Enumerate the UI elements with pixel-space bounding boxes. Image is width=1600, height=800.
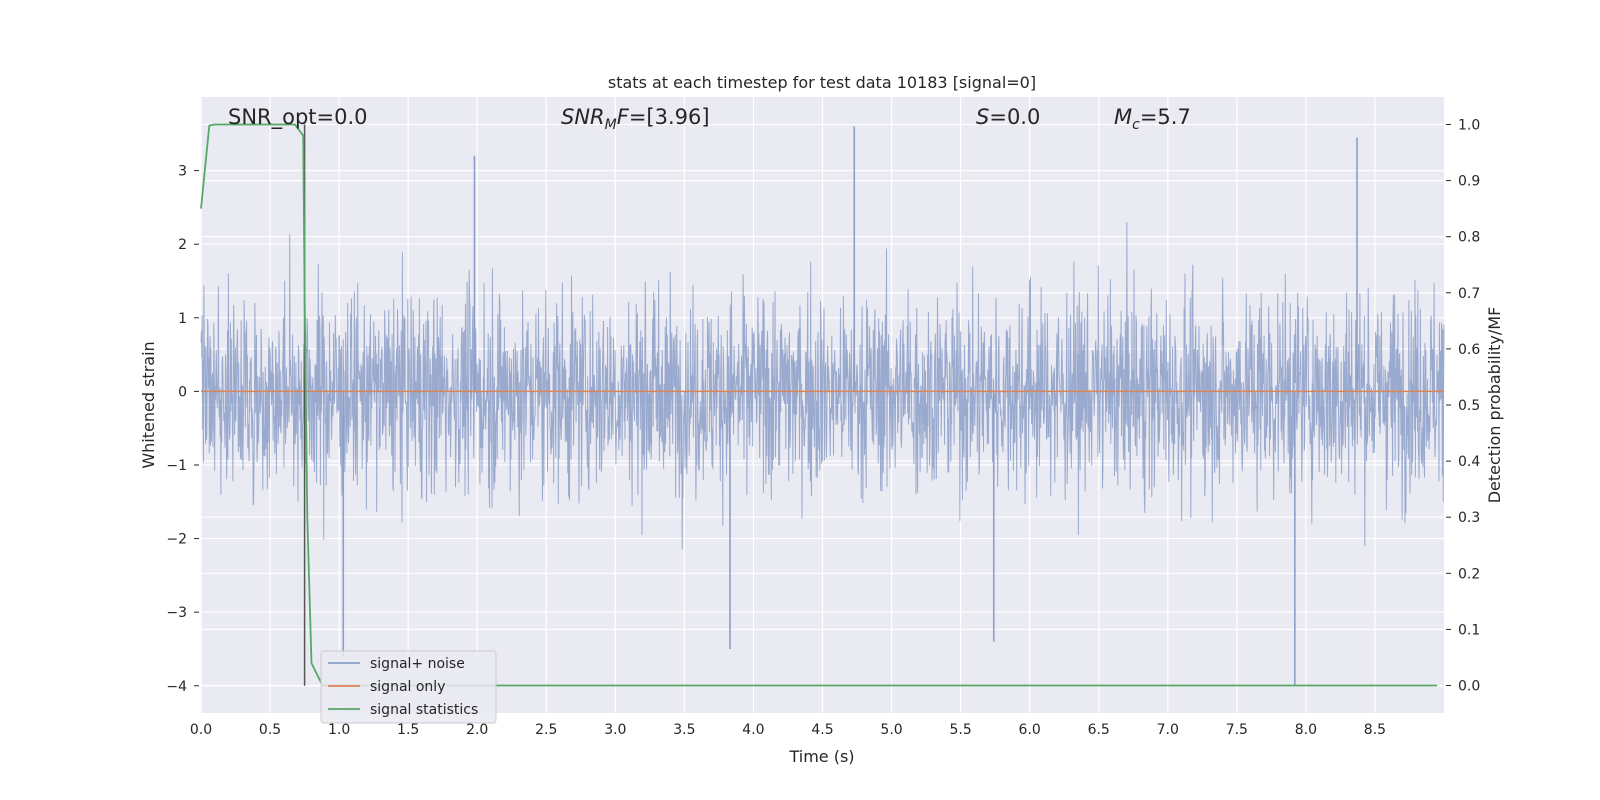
series-signal-statistics-line: [200, 123, 1438, 687]
x-tick-label: 5.0: [880, 722, 902, 738]
x-tick-label: 4.0: [742, 722, 764, 738]
legend-box: [320, 650, 497, 724]
annotation-s: S=0.0: [976, 105, 1040, 129]
annotation-s-symbol: S: [976, 105, 989, 129]
left-y-tick-label: 3: [178, 164, 187, 180]
series-signal-plus-noise: [200, 126, 1445, 686]
x-tick-labels: 0.0 0.5 1.0 1.5 2.0 2.5 3.0 3.5 4.0 4.5 5.0 5.5 6.0 6…: [190, 722, 1386, 738]
x-tick-label: 8.5: [1364, 722, 1386, 738]
annotation-mc-symbol: M: [1114, 105, 1132, 129]
x-tick-label: 5.5: [949, 722, 971, 738]
x-tick-label: 0.5: [259, 722, 281, 738]
x-tick-label: 4.5: [811, 722, 833, 738]
x-tick-label: 1.5: [397, 722, 419, 738]
annotation-snr-mf-italic: F: [617, 105, 630, 129]
right-y-tick-label: 0.0: [1458, 679, 1480, 695]
annotation-snr-mf-value: =[3.96]: [629, 105, 710, 129]
left-y-tick-label: −2: [166, 532, 187, 548]
right-y-tick-labels: 1.0 0.9 0.8 0.7 0.6 0.5 0.4 0.3 0.2 0.1 0.0: [1446, 117, 1480, 695]
right-y-tick-label: 0.1: [1458, 622, 1480, 638]
left-y-tick-labels: 3 2 1 0 −1 −2 −3 −4: [166, 164, 199, 695]
left-y-tick-label: 0: [178, 384, 187, 400]
x-tick-label: 2.0: [466, 722, 488, 738]
x-tick-label: 7.0: [1157, 722, 1179, 738]
left-y-tick-label: 2: [178, 237, 187, 253]
left-y-axis-label: Whitened strain: [139, 341, 158, 468]
legend-label-signal-only: signal only: [370, 679, 445, 695]
right-y-tick-label: 0.3: [1458, 510, 1480, 526]
left-y-tick-label: −1: [166, 458, 187, 474]
x-axis-label: Time (s): [788, 747, 854, 766]
x-tick-label: 7.5: [1226, 722, 1248, 738]
annotation-mc-sub: c: [1132, 117, 1140, 133]
annotation-snr-opt: SNR_opt=0.0: [228, 105, 368, 130]
x-tick-label: 6.0: [1019, 722, 1041, 738]
legend: signal+ noise signal only signal statist…: [320, 650, 497, 724]
annotation-snr-mf-main: SNR: [561, 105, 605, 129]
annotation-s-value: =0.0: [989, 105, 1040, 129]
left-y-tick-label: −4: [166, 679, 187, 695]
x-tick-label: 6.5: [1088, 722, 1110, 738]
noise-trace: [200, 222, 1445, 550]
annotation-mc-value: =5.7: [1140, 105, 1191, 129]
x-tick-label: 3.5: [673, 722, 695, 738]
x-tick-label: 1.0: [328, 722, 350, 738]
annotation-snr-mf: SNRMF=[3.96]: [561, 105, 710, 133]
right-y-tick-label: 0.7: [1458, 286, 1480, 302]
x-tick-label: 3.0: [604, 722, 626, 738]
right-y-tick-label: 0.2: [1458, 566, 1480, 582]
right-y-tick-label: 0.4: [1458, 454, 1480, 470]
right-y-tick-label: 1.0: [1458, 117, 1480, 133]
right-y-tick-label: 0.8: [1458, 230, 1480, 246]
left-y-tick-label: −3: [166, 605, 187, 621]
left-y-tick-label: 1: [178, 311, 187, 327]
chart-title: stats at each timestep for test data 101…: [608, 73, 1036, 92]
annotation-snr-mf-sub: M: [605, 117, 617, 133]
legend-label-signal-plus-noise: signal+ noise: [370, 656, 465, 672]
x-tick-label: 8.0: [1295, 722, 1317, 738]
x-tick-label: 2.5: [535, 722, 557, 738]
annotation-mc: Mc=5.7: [1114, 105, 1191, 133]
x-tick-label: 0.0: [190, 722, 212, 738]
right-y-tick-label: 0.6: [1458, 342, 1480, 358]
right-y-tick-label: 0.5: [1458, 398, 1480, 414]
legend-label-signal-statistics: signal statistics: [370, 702, 478, 718]
right-y-axis-label: Detection probability/MF: [1485, 307, 1504, 504]
right-y-tick-label: 0.9: [1458, 174, 1480, 190]
